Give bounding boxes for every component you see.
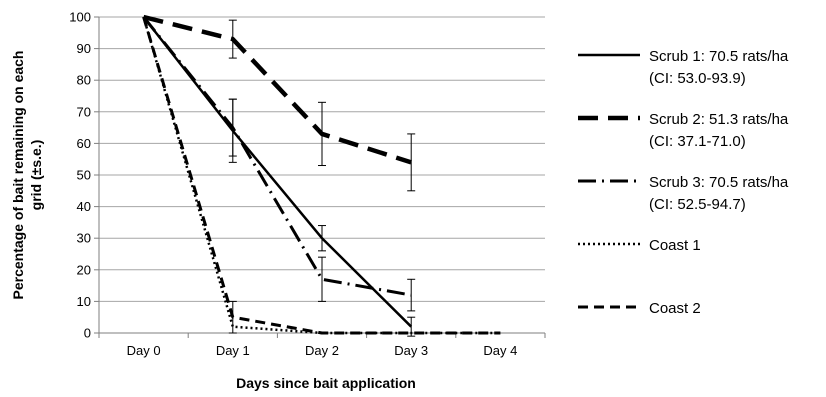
x-axis-title: Days since bait application [236,375,416,391]
y-tick-label: 0 [84,326,91,341]
legend-label: Scrub 1: 70.5 rats/ha [649,48,789,65]
y-tick-label: 20 [77,262,91,277]
y-tick-label: 80 [77,73,91,88]
series-line-1 [142,16,413,328]
series-line-5 [142,16,501,335]
y-axis-title-line: Percentage of bait remaining on each [10,51,26,300]
legend-item-3: Scrub 3: 70.5 rats/ha (CI: 52.5-94.7) [578,174,789,213]
y-tick-label: 40 [77,199,91,214]
legend-label: Scrub 3: 70.5 rats/ha [649,174,789,191]
y-tick-label: 90 [77,41,91,56]
y-tick-label: 100 [69,10,91,25]
legend-label: (CI: 37.1-71.0) [649,133,746,150]
axes: 0 10 20 30 40 50 60 70 80 90 100 Day 0 Day 1 Day 2 Day… [10,10,546,391]
y-axis-title-line: grid (±s.e.) [28,140,44,211]
legend: Scrub 1: 70.5 rats/ha(CI: 53.0-93.9)Scru… [578,48,789,317]
y-tick-label: 70 [77,104,91,119]
y-tick-label: 30 [77,231,91,246]
legend-label: Scrub 2: 51.3 rats/ha [649,111,789,128]
legend-item-4: Coast 1 [578,237,701,254]
legend-item-5: Coast 2 [578,300,701,317]
legend-item-2: Scrub 2: 51.3 rats/ha (CI: 37.1-71.0) [578,111,789,150]
legend-label: (CI: 53.0-93.9) [649,70,746,87]
series-line-3 [142,16,412,297]
legend-item-1: Scrub 1: 70.5 rats/ha (CI: 53.0-93.9) [578,48,789,87]
x-tick-label: Day 0 [127,343,161,358]
y-axis-title: Percentage of bait remaining on each grid… [10,51,44,300]
legend-label: Coast 1 [649,237,701,254]
x-tick-label: Day 4 [483,343,517,358]
x-tick-label: Day 1 [216,343,250,358]
legend-label: (CI: 52.5-94.7) [649,196,746,213]
legend-label: Coast 2 [649,300,701,317]
series-lines [142,14,501,335]
y-tick-label: 60 [77,136,91,151]
y-tick-label: 50 [77,168,91,183]
x-tick-label: Day 2 [305,343,339,358]
x-tick-label: Day 3 [394,343,428,358]
y-tick-label: 10 [77,294,91,309]
series-line-2 [143,14,412,165]
